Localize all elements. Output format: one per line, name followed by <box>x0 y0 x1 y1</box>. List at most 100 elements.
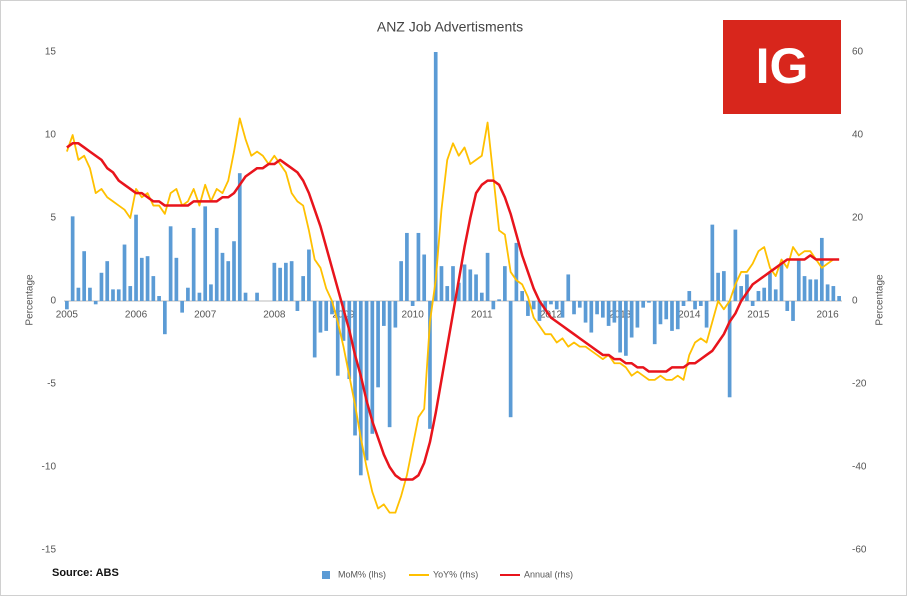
y2-tick-label: -20 <box>852 379 867 390</box>
x-tick-label: 2014 <box>678 310 701 321</box>
bar <box>785 301 790 311</box>
line <box>66 142 840 481</box>
logo-box <box>723 20 841 114</box>
bar <box>647 301 651 303</box>
bar <box>387 301 392 428</box>
bar <box>773 289 778 301</box>
bar <box>111 289 115 301</box>
bar <box>209 284 213 301</box>
bar <box>451 266 455 301</box>
bar <box>163 301 167 335</box>
bar <box>520 291 524 301</box>
legend-label: YoY% (rhs) <box>433 569 478 579</box>
bar <box>837 296 841 301</box>
bar <box>295 301 300 311</box>
bar <box>416 232 421 301</box>
bar <box>710 224 715 301</box>
legend-label: MoM% (lhs) <box>338 569 386 579</box>
y-tick-label: -5 <box>47 379 56 390</box>
legend-swatch <box>322 571 330 579</box>
bar <box>122 244 127 301</box>
bar <box>600 301 605 318</box>
bar <box>624 301 628 356</box>
bar <box>566 274 571 301</box>
bar <box>583 301 588 323</box>
bar <box>722 271 726 301</box>
bar <box>376 301 380 388</box>
bar <box>278 267 282 301</box>
y-tick-label: -10 <box>42 462 57 473</box>
bar <box>312 301 317 358</box>
bar <box>191 227 196 301</box>
bar <box>428 301 432 429</box>
bar <box>681 301 686 306</box>
bar <box>174 257 179 301</box>
bar <box>595 301 599 315</box>
x-tick-label: 2008 <box>263 310 286 321</box>
legend-label: Annual (rhs) <box>524 569 573 579</box>
bar <box>745 274 749 301</box>
y-tick-label: 0 <box>50 296 56 307</box>
bar <box>399 261 403 301</box>
bar <box>491 301 496 310</box>
bar <box>606 301 611 326</box>
y2-tick-label: -40 <box>852 462 867 473</box>
bar <box>537 301 542 321</box>
x-tick-label: 2006 <box>125 310 148 321</box>
bar <box>289 261 294 301</box>
bar <box>664 301 669 320</box>
bar <box>393 301 398 328</box>
bar <box>629 301 634 338</box>
bar <box>243 292 248 301</box>
bar <box>612 301 617 323</box>
bar <box>808 279 813 301</box>
bar <box>791 301 795 321</box>
chart-title: ANZ Job Advertisments <box>377 19 523 35</box>
bar <box>514 242 519 301</box>
bar <box>554 301 559 310</box>
bar <box>116 289 121 301</box>
bar <box>589 301 594 333</box>
bar <box>105 261 110 301</box>
x-tick-label: 2012 <box>540 310 563 321</box>
bar <box>670 301 674 331</box>
bar <box>237 173 242 301</box>
bar <box>727 301 732 398</box>
bar <box>698 301 703 306</box>
y2-axis-label: Percentage <box>875 274 886 326</box>
bar <box>652 301 657 345</box>
bar <box>768 272 772 301</box>
bar <box>70 216 75 301</box>
bar <box>422 254 427 301</box>
bar <box>220 252 225 301</box>
x-tick-label: 2016 <box>816 310 839 321</box>
bar <box>180 301 184 313</box>
bar <box>410 301 415 306</box>
bar <box>474 274 478 301</box>
bar <box>197 292 202 301</box>
bar <box>139 257 144 301</box>
bar <box>226 261 231 301</box>
bar <box>658 301 663 325</box>
bar <box>560 301 565 318</box>
x-tick-label: 2010 <box>402 310 425 321</box>
bar <box>508 301 513 418</box>
bar <box>307 249 311 301</box>
bar <box>468 269 473 301</box>
bar <box>433 52 438 301</box>
bar <box>128 286 133 301</box>
bar <box>693 301 697 310</box>
bar <box>88 287 92 301</box>
bar <box>370 301 375 434</box>
bar <box>704 301 709 328</box>
bar <box>531 301 536 310</box>
bar <box>82 251 87 301</box>
bar <box>272 262 277 301</box>
source: Source: ABS <box>52 567 119 579</box>
bar <box>716 272 720 301</box>
bar <box>203 206 208 301</box>
bar <box>549 301 553 305</box>
bar <box>445 286 450 301</box>
bar <box>572 301 576 315</box>
bar <box>802 276 807 301</box>
